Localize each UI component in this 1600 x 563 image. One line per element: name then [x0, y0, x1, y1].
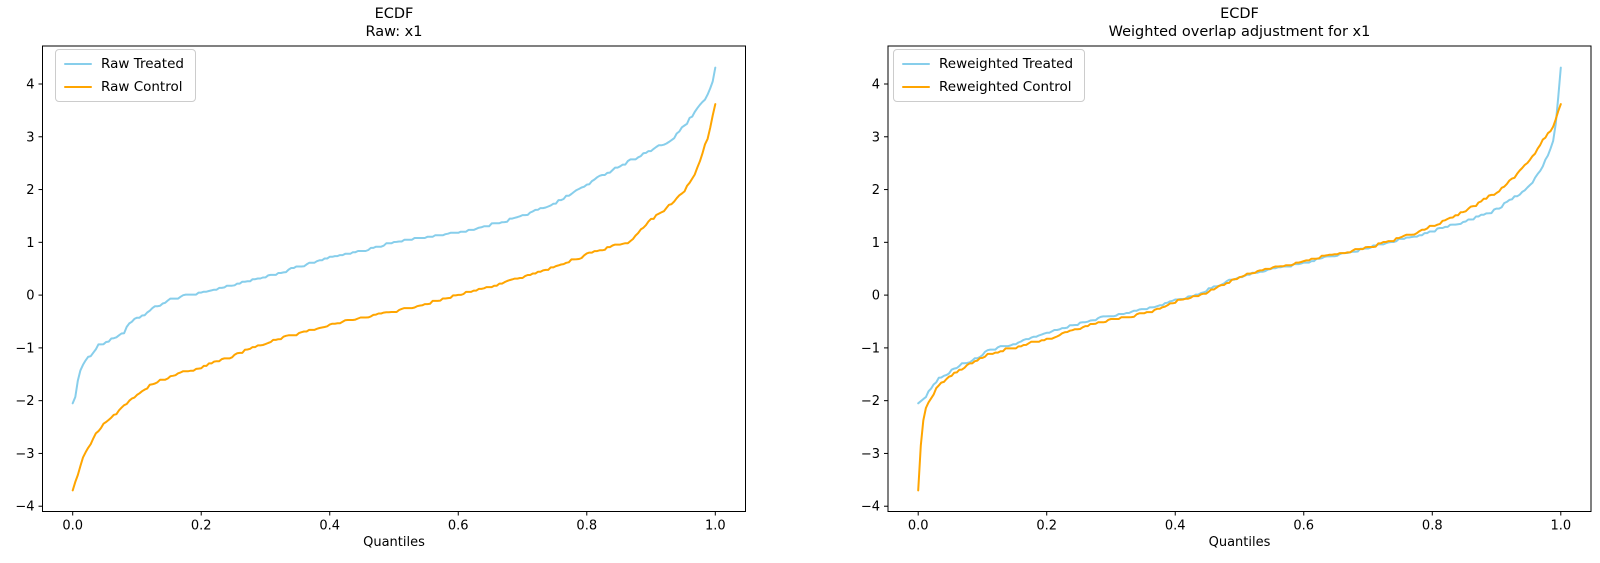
x-axis-label-left: Quantiles [363, 535, 425, 550]
y-tick-label: 2 [872, 183, 880, 198]
y-tick-label: 0 [26, 289, 34, 304]
y-tick-label: −2 [861, 394, 880, 409]
series-line-raw-control [71, 103, 717, 492]
legend-line-swatch [902, 85, 930, 89]
x-axis-label-right: Quantiles [1208, 535, 1271, 550]
y-tick-label: −4 [15, 500, 34, 515]
legend-line-swatch [64, 85, 92, 89]
y-tick-label: −2 [15, 394, 34, 409]
legend-line-swatch [64, 62, 92, 66]
legend-item: Raw Control [64, 79, 184, 95]
legend-left: Raw Treated Raw Control [55, 49, 196, 102]
legend-label: Reweighted Treated [939, 56, 1074, 72]
y-tick-label: −1 [861, 341, 880, 356]
legend-label: Reweighted Control [939, 79, 1072, 95]
legend-right: Reweighted Treated Reweighted Control [893, 49, 1086, 102]
series-line-raw-treated [71, 66, 717, 405]
x-tick-label: 0.6 [448, 519, 469, 534]
y-tick-label: −3 [15, 447, 34, 462]
x-tick-label: 0.4 [1165, 519, 1186, 534]
legend-label: Raw Treated [101, 56, 184, 72]
x-tick-label: 0.4 [319, 519, 340, 534]
legend-item: Reweighted Control [902, 79, 1073, 95]
x-tick-label: 0.2 [191, 519, 212, 534]
x-tick-label: 0.0 [62, 519, 83, 534]
x-tick-label: 1.0 [1550, 519, 1571, 534]
legend-label: Raw Control [101, 79, 183, 95]
y-tick-label: −1 [15, 341, 34, 356]
y-tick-label: 4 [26, 78, 34, 93]
y-tick-label: 2 [26, 183, 34, 198]
legend-item: Raw Treated [64, 56, 184, 72]
chart-title-line2: Raw: x1 [365, 23, 423, 40]
series-line-reweighted-control [917, 103, 1562, 492]
series-line-reweighted-treated [917, 66, 1562, 405]
x-tick-label: 0.0 [908, 519, 929, 534]
chart-title-line1: ECDF [1220, 6, 1259, 22]
y-tick-label: 1 [872, 236, 880, 251]
chart-title-right: ECDF Weighted overlap adjustment for x1 [888, 6, 1591, 41]
x-tick-label: 0.8 [1422, 519, 1443, 534]
y-tick-label: 0 [872, 289, 880, 304]
x-tick-label: 0.8 [576, 519, 597, 534]
x-tick-label: 0.2 [1036, 519, 1057, 534]
legend-line-swatch [902, 62, 930, 66]
y-tick-label: 4 [872, 78, 880, 93]
y-tick-label: 3 [26, 130, 34, 145]
chart-title-line2: Weighted overlap adjustment for x1 [1108, 23, 1371, 40]
y-tick-label: 1 [26, 236, 34, 251]
axes-box [887, 45, 1592, 512]
legend-item: Reweighted Treated [902, 56, 1073, 72]
axes-box [42, 45, 746, 512]
x-tick-label: 1.0 [705, 519, 726, 534]
y-tick-label: −4 [861, 500, 880, 515]
x-tick-label: 0.6 [1293, 519, 1314, 534]
chart-title-line1: ECDF [374, 6, 414, 22]
chart-title-left: ECDF Raw: x1 [42, 6, 746, 41]
y-tick-label: −3 [861, 447, 880, 462]
y-tick-label: 3 [872, 130, 880, 145]
